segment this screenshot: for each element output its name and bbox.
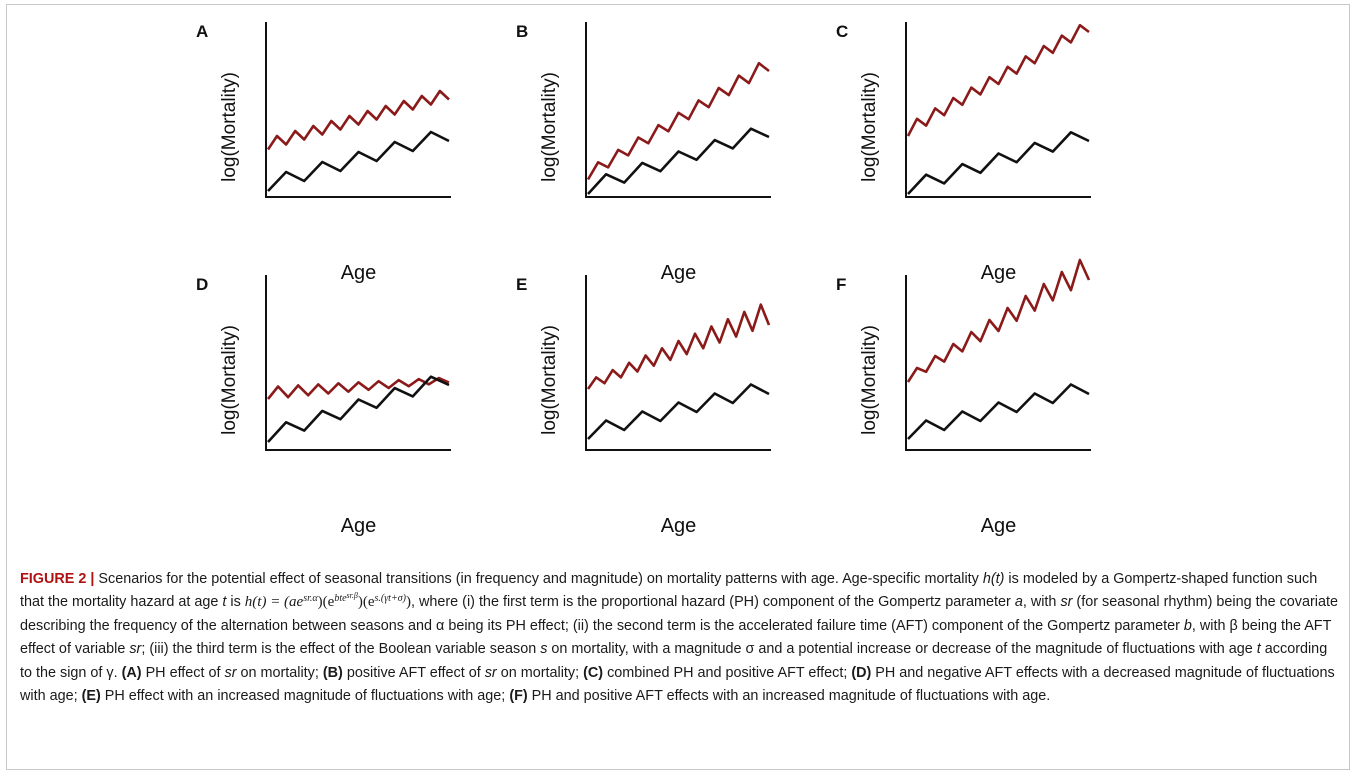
caption-head-f: (F)	[509, 688, 528, 705]
red-mortality-curve	[906, 23, 1090, 137]
axes	[905, 275, 1091, 451]
black-mortality-curve	[267, 375, 450, 443]
caption-t-2: t	[1256, 641, 1261, 658]
caption-a-text-2: on mortality;	[236, 664, 323, 681]
panel-letter: C	[836, 22, 849, 41]
panel-plot	[905, 22, 1091, 198]
caption-sr-1: sr	[1060, 594, 1073, 611]
formula-part-2: )(e	[317, 594, 335, 611]
caption-b: b	[1183, 617, 1192, 634]
hazard-formula: h(t) = (aesr.α)(ebtesr.β)(es.(γt+σ))	[244, 591, 411, 611]
caption-text-3: is	[226, 594, 245, 611]
x-axis-label: Age	[340, 515, 377, 537]
figure-frame	[6, 4, 1350, 770]
caption-text-4: , where (i) the first term is the propor…	[410, 594, 1015, 611]
x-axis-label: Age	[980, 262, 1017, 284]
panel-letter: E	[516, 275, 528, 294]
caption-text-5: , with	[1022, 594, 1061, 611]
caption-c-text: combined PH and positive AFT effect;	[603, 664, 852, 681]
caption-text-2: is modeled by a Gompertz-shaped function…	[20, 571, 1318, 611]
caption-sr-2: sr	[129, 641, 142, 658]
red-mortality-curve	[586, 61, 770, 181]
caption-a-text-1: PH effect of	[141, 664, 225, 681]
formula-part-1: h(t) = (ae	[244, 594, 304, 611]
panel-letter: F	[836, 275, 847, 294]
caption-text-8: ; (iii) the third term is the effect of …	[141, 641, 541, 658]
formula-exp-3: s.(γt+σ)	[374, 593, 406, 605]
panel-plot	[585, 275, 771, 451]
formula-exp-2b: sr.β	[346, 591, 358, 601]
formula-exp-2a: bte	[334, 593, 347, 605]
axes	[265, 275, 451, 451]
caption-e-text: PH effect with an increased magnitude of…	[100, 688, 510, 705]
caption-a: a	[1014, 594, 1023, 611]
caption-text-9: on mortality, with a magnitude σ and a p…	[547, 641, 1257, 658]
axes	[585, 22, 771, 198]
panel-plot	[585, 22, 771, 198]
axes	[585, 275, 771, 451]
red-mortality-curve	[906, 258, 1091, 383]
formula-part-4: )	[405, 594, 411, 611]
x-axis-label: Age	[980, 515, 1017, 537]
caption-b-sr: sr	[484, 664, 497, 681]
black-mortality-curve	[907, 131, 1090, 195]
caption-head-c: (C)	[583, 664, 604, 681]
caption-text-1: Scenarios for the potential effect of se…	[94, 571, 983, 587]
caption-f-text: PH and positive AFT effects with an incr…	[527, 688, 1051, 705]
red-mortality-curve	[266, 89, 450, 151]
black-mortality-curve	[587, 127, 770, 195]
figure-label: FIGURE 2 |	[20, 571, 95, 587]
caption-head-e: (E)	[81, 688, 101, 705]
caption-text-6: (for seasonal rhythm) being the covariat…	[20, 594, 1338, 634]
black-mortality-curve	[587, 383, 770, 440]
caption-a-sr: sr	[224, 664, 237, 681]
x-axis-label: Age	[660, 515, 697, 537]
caption-head-b: (B)	[322, 664, 343, 681]
panel-plot	[905, 258, 1091, 451]
panel-letter: A	[196, 22, 209, 41]
caption-head-d: (D)	[851, 664, 872, 681]
panel-plot	[265, 275, 451, 451]
red-mortality-curve	[266, 376, 450, 400]
panel-letter: B	[516, 22, 529, 41]
caption-head-a: (A)	[121, 664, 142, 681]
x-axis-label: Age	[340, 262, 377, 284]
caption-text-7: , with β being the AFT effect of variabl…	[20, 617, 1332, 658]
axes	[905, 22, 1091, 198]
red-mortality-curve	[586, 303, 771, 390]
caption-text-10: according to the sign of γ.	[20, 641, 1328, 681]
panel-plot	[265, 22, 451, 198]
formula-part-3: )(e	[357, 594, 375, 611]
caption-d-text: PH and negative AFT effects with a decre…	[20, 664, 1335, 705]
caption-b-text-1: positive AFT effect of	[342, 664, 485, 681]
caption-s: s	[540, 641, 548, 658]
caption-ht: h(t)	[982, 571, 1005, 587]
black-mortality-curve	[907, 383, 1090, 440]
axes	[265, 22, 451, 198]
black-mortality-curve	[267, 130, 450, 192]
x-axis-label: Age	[660, 262, 697, 284]
caption-t: t	[222, 594, 227, 611]
panel-letter: D	[196, 275, 209, 294]
figure-caption: FIGURE 2 | Scenarios for the potential e…	[20, 568, 1338, 708]
caption-b-text-2: on mortality;	[496, 664, 584, 681]
formula-exp-1: sr.α	[303, 593, 318, 605]
